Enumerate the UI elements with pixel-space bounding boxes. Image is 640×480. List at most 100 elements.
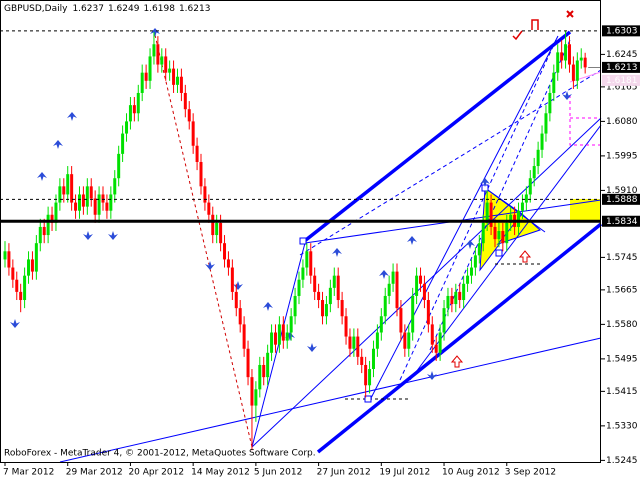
candle-body	[195, 145, 199, 162]
x-tick-label: 20 Apr 2012	[128, 468, 184, 478]
candle-body	[58, 186, 62, 203]
candle-body	[348, 336, 352, 349]
candle-body	[434, 344, 438, 353]
candle-body	[524, 194, 528, 203]
symbol-title: GBPUSD,Daily	[4, 4, 68, 14]
candle-body	[81, 194, 85, 207]
candle-body	[179, 76, 183, 93]
candle-body	[422, 283, 426, 301]
candle-body	[270, 332, 274, 353]
candle-body	[281, 324, 285, 341]
candle-body	[85, 186, 89, 207]
candle-body	[481, 222, 485, 244]
candle-body	[379, 316, 383, 333]
candle-body	[297, 279, 301, 296]
candle-body	[344, 316, 348, 337]
candle-body	[50, 214, 54, 223]
candle-body	[371, 348, 375, 370]
candle-body	[160, 56, 164, 65]
candle-body	[497, 231, 501, 240]
candle-body	[234, 291, 238, 309]
candle-body	[187, 109, 191, 122]
candle-body	[183, 92, 187, 110]
candle-body	[66, 174, 70, 195]
anchor-point	[299, 237, 307, 245]
x-tick-label: 27 Jun 2012	[317, 468, 371, 478]
candle-body	[301, 267, 305, 280]
candle-body	[172, 68, 176, 85]
candle-body	[368, 369, 372, 386]
candle-body	[77, 194, 81, 211]
candle-body	[132, 105, 136, 114]
candle-body	[317, 291, 321, 301]
candle-body	[30, 259, 34, 272]
candle-body	[462, 283, 466, 301]
candle-body	[466, 275, 470, 284]
candle-body	[446, 295, 450, 309]
candle-body	[336, 275, 340, 301]
y-tick-label: 1.5415	[606, 387, 638, 397]
y-tick-label: 1.5995	[606, 151, 638, 161]
candle-body	[426, 300, 430, 325]
candle-body	[101, 194, 105, 203]
candle-body	[168, 68, 172, 73]
candle-body	[430, 324, 434, 345]
candle-body	[266, 352, 270, 378]
candle-body	[477, 243, 481, 256]
candle-body	[42, 226, 46, 236]
candle-body	[532, 166, 536, 179]
candle-body	[19, 291, 23, 301]
candle-body	[556, 52, 560, 73]
candle-body	[105, 202, 109, 211]
candle-body	[544, 113, 548, 134]
target-zone	[570, 199, 601, 220]
trend-line	[399, 39, 557, 381]
target-line	[569, 95, 601, 146]
chart-header: GBPUSD,Daily 1.6237 1.6249 1.6198 1.6213	[4, 4, 210, 14]
candle-body	[215, 222, 219, 236]
trend-line	[251, 242, 306, 448]
y-tick-label: 1.5580	[606, 320, 638, 330]
up-signal	[518, 250, 532, 263]
current-price-tag	[602, 61, 640, 73]
y-tick-label: 1.6165	[606, 82, 638, 92]
y-tick-label: 1.5330	[606, 421, 638, 431]
candle-body	[211, 214, 215, 236]
candle-body	[415, 275, 419, 296]
candle-body	[93, 198, 97, 215]
candle-body	[419, 275, 423, 284]
candle-body	[140, 72, 144, 93]
candle-body	[121, 133, 125, 154]
candle-body	[321, 300, 325, 317]
plot-area	[0, 10, 603, 463]
low-value: 1.6198	[143, 4, 175, 14]
candle-body	[383, 295, 387, 317]
candle-body	[219, 222, 223, 244]
candle-body	[199, 161, 203, 187]
trend-line	[409, 124, 602, 381]
cross-signal	[566, 10, 574, 18]
candle-body	[11, 267, 15, 280]
level-tag	[602, 25, 640, 37]
level-tag	[602, 74, 640, 86]
channel-line	[300, 30, 572, 245]
x-tick-label: 3 Sep 2012	[505, 468, 556, 478]
y-tick-label: 1.6245	[606, 50, 638, 60]
candle-body	[509, 214, 513, 223]
candle-body	[113, 178, 117, 195]
x-tick-label: 5 Jun 2012	[254, 468, 302, 478]
candle-body	[54, 202, 58, 223]
channel-line	[316, 222, 603, 454]
candle-body	[38, 226, 42, 244]
candle-body	[324, 304, 328, 317]
candle-body	[226, 259, 230, 268]
candle-body	[7, 251, 11, 268]
candle-body	[223, 243, 227, 260]
candle-body	[309, 251, 313, 276]
x-tick-label: 14 May 2012	[191, 468, 250, 478]
top-signal	[531, 19, 539, 30]
candle-body	[536, 149, 540, 167]
candle-body	[489, 202, 493, 227]
candle-body	[238, 308, 242, 325]
candle-body	[258, 364, 262, 390]
